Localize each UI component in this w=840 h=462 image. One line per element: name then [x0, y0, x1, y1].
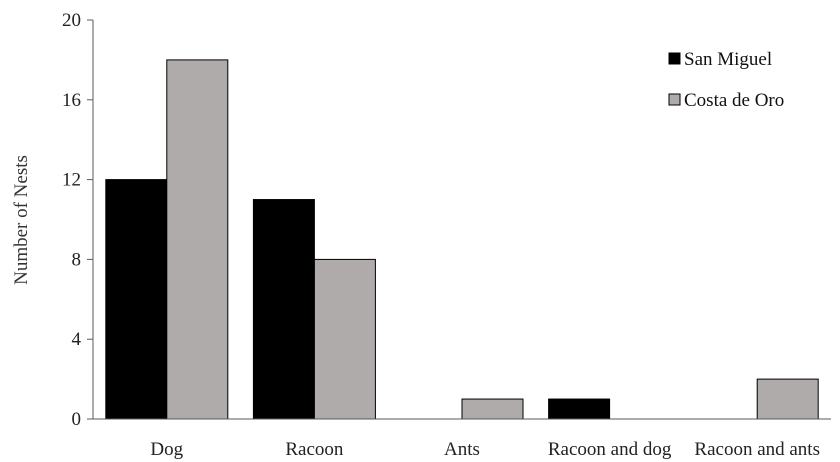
y-tick-label: 16 [62, 90, 81, 111]
bar-costa-de-oro-dog [166, 59, 229, 420]
y-axis-title: Number of Nests [11, 155, 32, 285]
y-tick-label: 20 [62, 10, 81, 31]
legend-label-san-miguel: San Miguel [684, 49, 772, 70]
y-axis-ticks: 0 4 8 12 16 20 [62, 10, 93, 430]
bars-layer [105, 59, 819, 420]
bar-san-miguel-racoon-and-dog [548, 398, 611, 420]
legend: San Miguel Costa de Oro [668, 49, 784, 111]
y-tick-label: 8 [72, 249, 82, 270]
bar-costa-de-oro-racoon-and-ants [756, 378, 819, 420]
y-tick-label: 4 [72, 329, 82, 350]
bar-san-miguel-racoon [252, 199, 315, 420]
legend-swatch-costa-de-oro [668, 93, 681, 106]
x-tick-label: Racoon [285, 439, 344, 460]
x-axis-labels: Dog Racoon Ants Racoon and dog Racoon and an… [150, 439, 820, 460]
x-tick-label: Ants [444, 439, 480, 460]
x-tick-label: Racoon and dog [548, 439, 672, 460]
bar-costa-de-oro-ants [461, 398, 524, 420]
legend-label-costa-de-oro: Costa de Oro [684, 90, 784, 111]
y-tick-label: 12 [62, 170, 81, 191]
x-tick-label: Dog [150, 439, 183, 460]
legend-swatch-san-miguel [668, 52, 681, 65]
bar-san-miguel-dog [105, 179, 168, 420]
y-tick-label: 0 [72, 409, 82, 430]
bar-costa-de-oro-racoon [313, 258, 376, 420]
x-tick-label: Racoon and ants [694, 439, 820, 460]
